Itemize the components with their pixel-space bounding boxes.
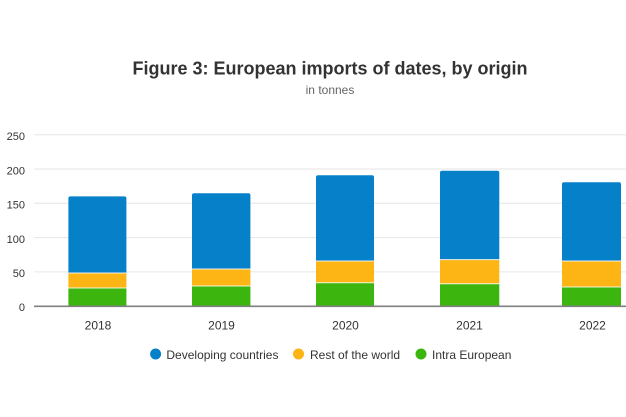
svg-text:2022: 2022 <box>579 319 606 333</box>
svg-text:2018: 2018 <box>85 319 112 333</box>
svg-text:Figure 3: European imports of: Figure 3: European imports of dates, by … <box>132 59 527 79</box>
svg-text:0: 0 <box>19 302 25 314</box>
svg-text:2021: 2021 <box>456 319 483 333</box>
svg-text:2019: 2019 <box>208 319 235 333</box>
svg-text:in tonnes: in tonnes <box>306 83 355 97</box>
svg-text:50: 50 <box>13 268 25 280</box>
svg-text:150: 150 <box>7 200 25 212</box>
svg-text:2020: 2020 <box>332 319 359 333</box>
svg-text:Rest of the world: Rest of the world <box>310 348 400 362</box>
svg-text:250: 250 <box>7 131 25 143</box>
svg-text:100: 100 <box>7 234 25 246</box>
svg-text:Developing countries: Developing countries <box>166 348 278 362</box>
svg-text:200: 200 <box>7 165 25 177</box>
svg-text:Intra European: Intra European <box>432 348 511 362</box>
